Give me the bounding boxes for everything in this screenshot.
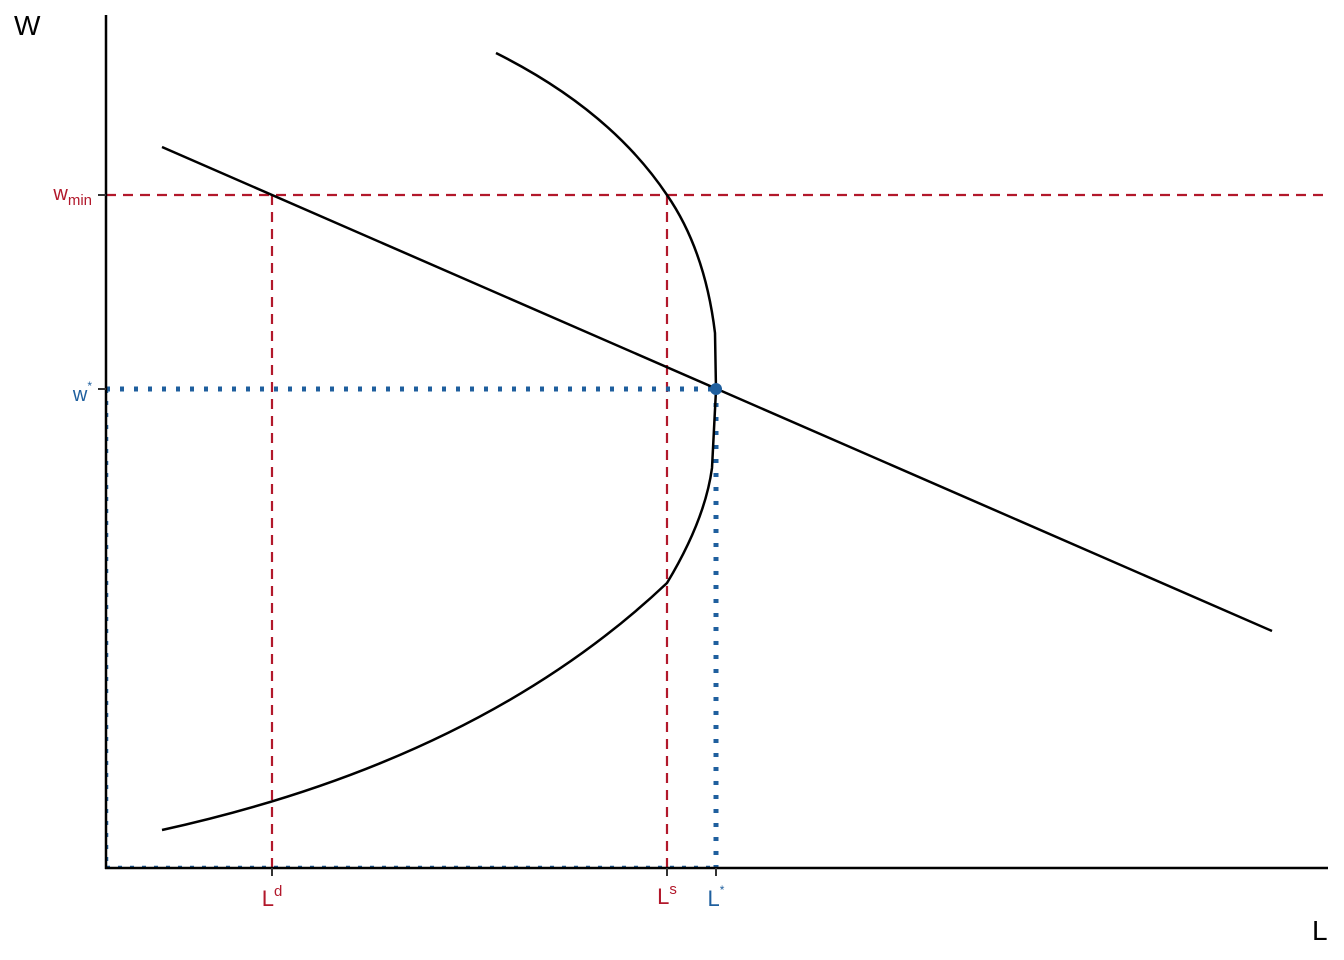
wmin-label: wmin — [52, 183, 92, 209]
supply-curve — [161, 51, 718, 832]
wstar-label: w* — [72, 379, 92, 406]
y-axis-label: W — [14, 10, 41, 41]
label-base: L — [262, 886, 274, 911]
label-sub: min — [68, 192, 92, 209]
label-sup: * — [87, 379, 92, 393]
label-base: w — [72, 384, 88, 406]
label-base: w — [52, 183, 68, 205]
label-sup: s — [669, 881, 677, 898]
label-sup: d — [274, 883, 282, 900]
label-base: L — [657, 884, 669, 909]
x-axis-label: L — [1312, 915, 1328, 946]
lstar-label: L* — [708, 883, 725, 911]
equilibrium-point — [710, 383, 722, 395]
label-base: L — [708, 886, 720, 911]
ld-label: Ld — [262, 883, 283, 911]
ls-label: Ls — [657, 881, 677, 909]
label-sup: * — [720, 883, 725, 897]
